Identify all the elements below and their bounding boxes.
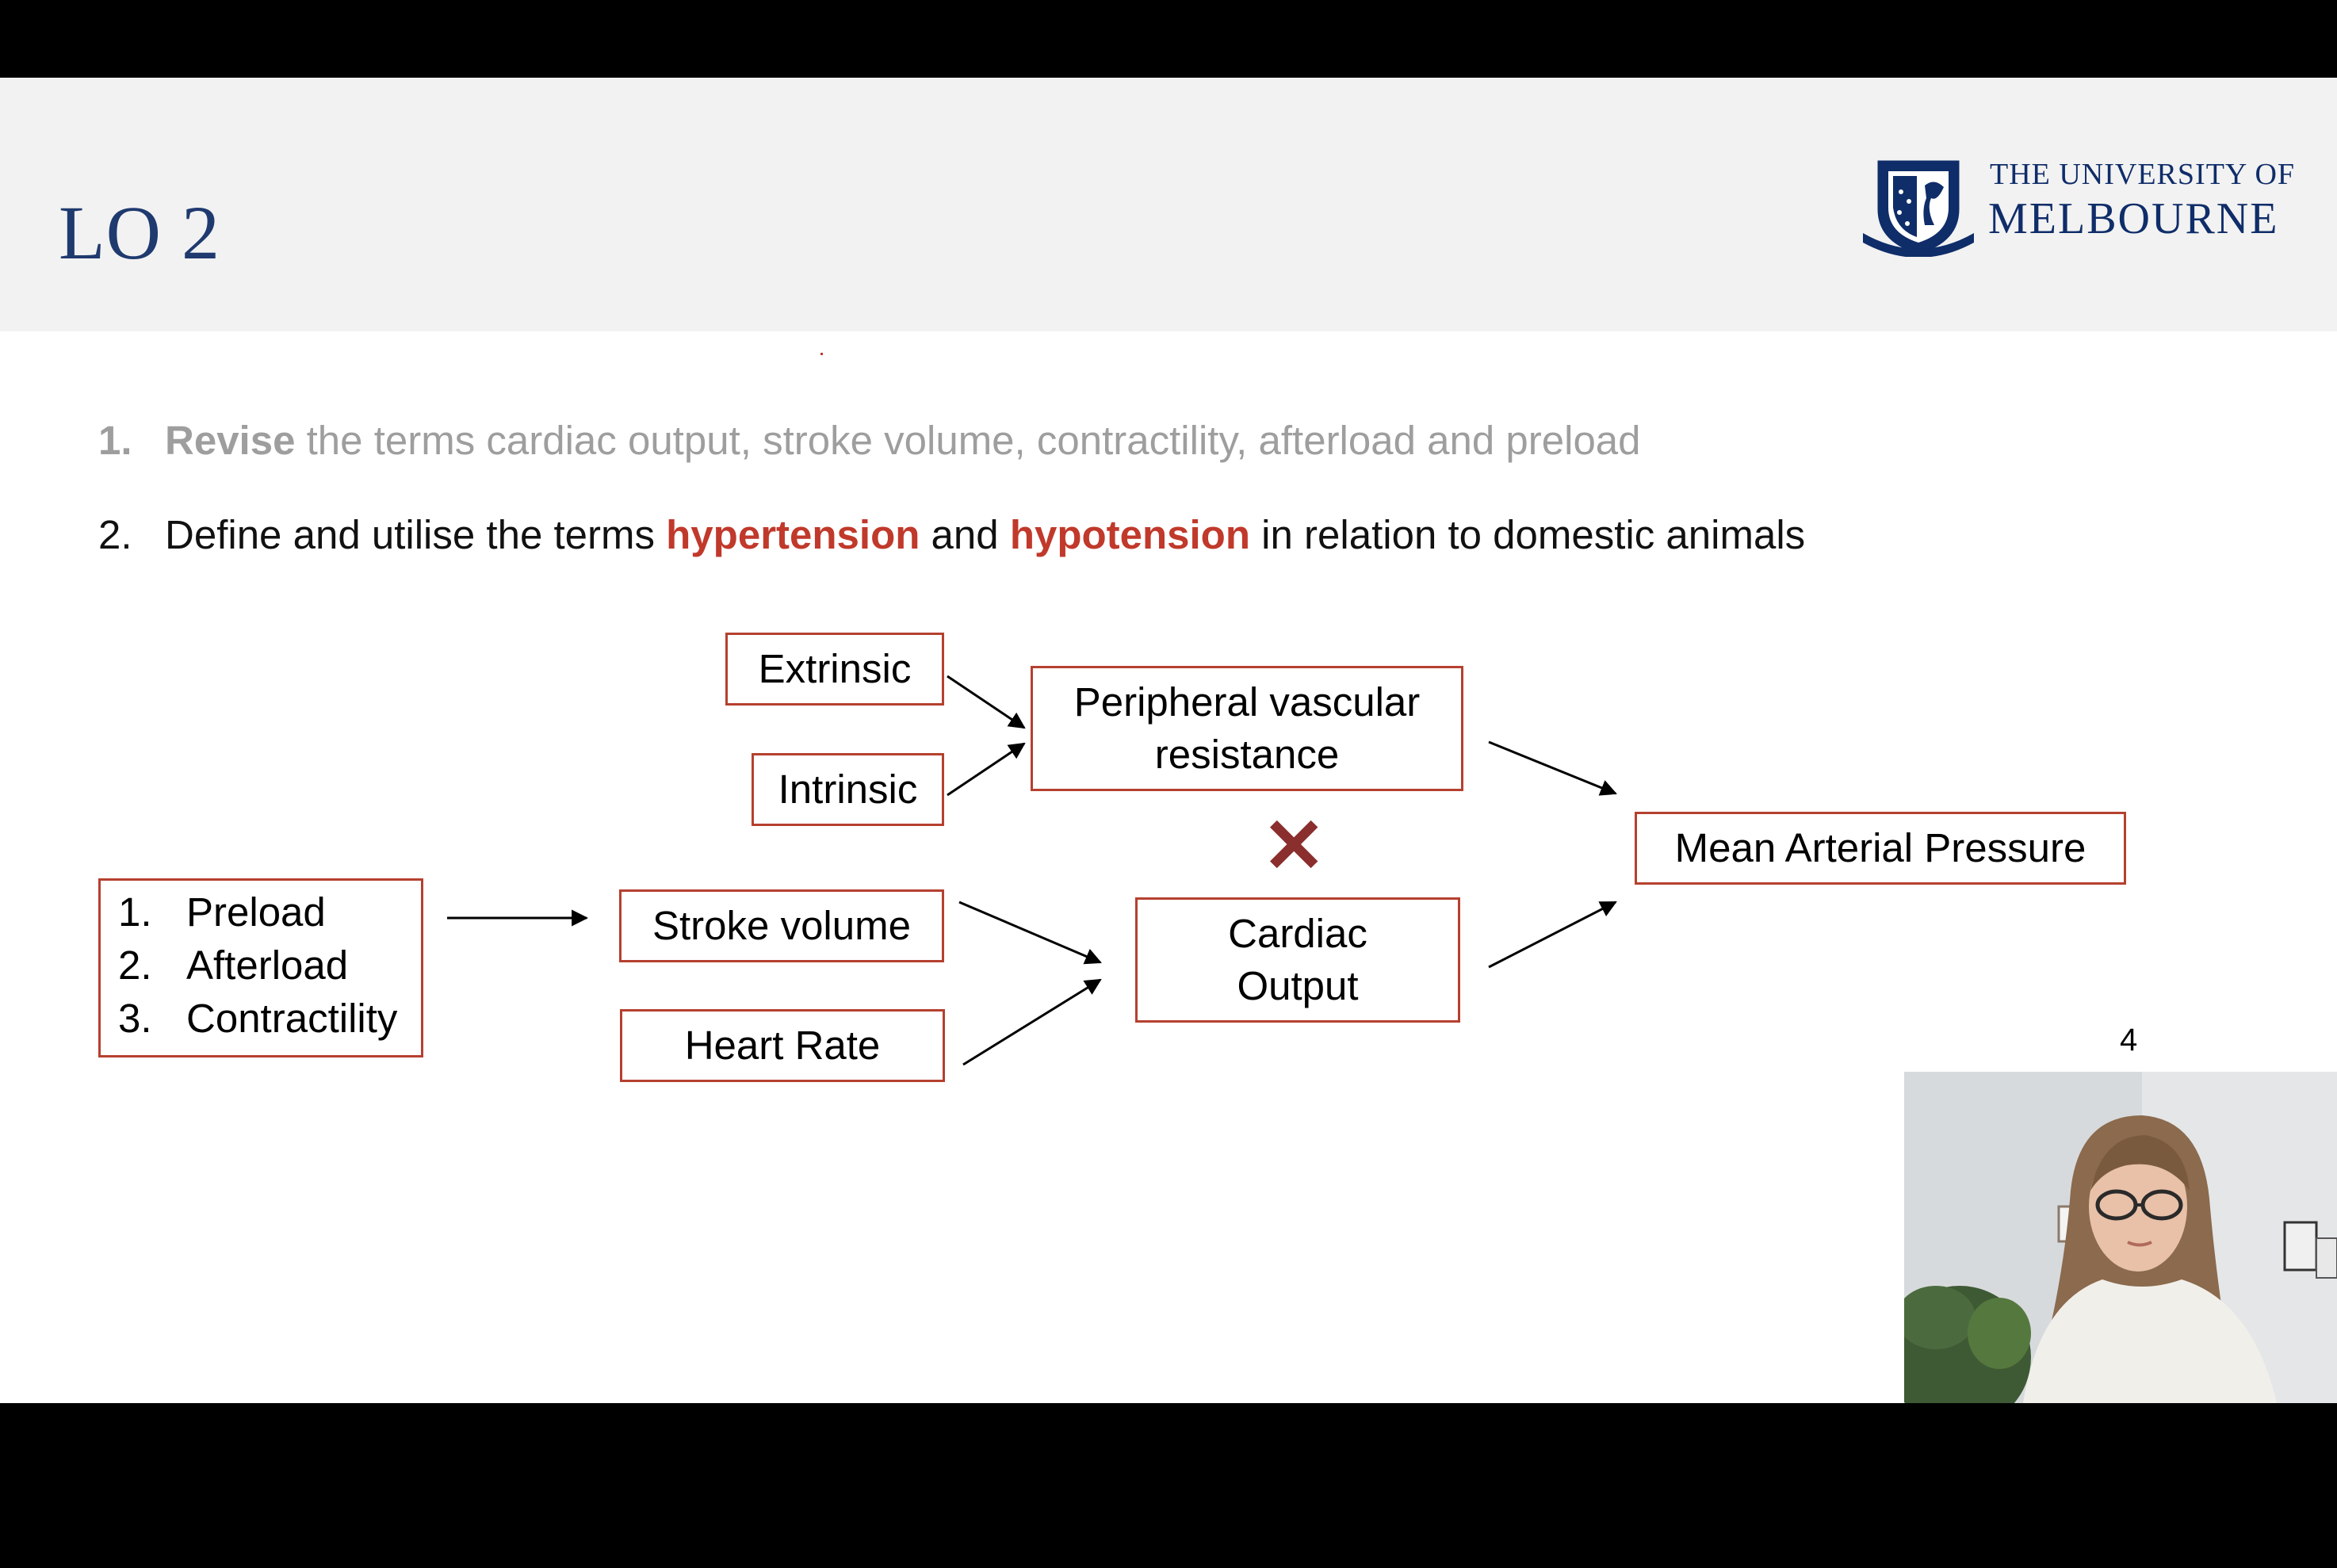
mean-arterial-pressure-box: Mean Arterial Pressure [1635,812,2126,885]
intrinsic-box: Intrinsic [752,753,944,826]
list-item: 2. Afterload [118,942,348,989]
list-item: 3. Contractility [118,995,397,1042]
diagram-arrows [447,675,1617,1066]
arrow-co-map [1488,901,1617,969]
list-item-label: Afterload [186,943,349,988]
slide-header: LO 2 THE UNIVERSITY OF MELBOURNE [0,78,2337,331]
cardiac-output-box: Cardiac Output [1135,897,1460,1023]
list-item-label: Contractility [186,996,398,1041]
objective-1-verb: Revise [165,418,296,463]
objective-2-text: Define and utilise the terms hypertensio… [165,511,1805,558]
determinants-list-box: 1. Preload 2. Afterload 3. Contractility [98,878,423,1057]
bottom-letterbox [0,1403,2337,1568]
objective-1-number: 1. [98,418,132,463]
list-item: 1. Preload [118,889,326,935]
arrow-pvr-map [1488,740,1617,796]
pvr-line-2: resistance [1154,732,1340,777]
heart-rate-box: Heart Rate [620,1009,945,1082]
slide-page-number: 4 [2120,1023,2138,1057]
logo-line-2: MELBOURNE [1988,194,2279,243]
list-item-number: 2. [118,943,152,988]
arrow-extrinsic-pvr [947,675,1026,729]
university-logo: THE UNIVERSITY OF MELBOURNE [1855,154,2294,265]
co-line-2: Output [1237,963,1359,1008]
list-item-label: Preload [186,889,326,935]
top-letterbox [0,0,2337,78]
extrinsic-box: Extrinsic [725,633,944,706]
objective-2-post: in relation to domestic animals [1250,512,1806,557]
term-hypertension: hypertension [666,512,920,557]
term-hypotension: hypotension [1009,512,1250,557]
logo-line-1: THE UNIVERSITY OF [1990,158,2296,191]
presentation-slide: LO 2 THE UNIVERSITY OF MELBOURNE 1. Revi… [0,78,2337,1403]
objective-1-text: Revise the terms cardiac output, stroke … [165,417,1641,464]
stroke-volume-box: Stroke volume [619,889,944,962]
objective-1-rest: the terms cardiac output, stroke volume,… [295,418,1641,463]
presenter-video [1904,1072,2337,1403]
crest-icon [1863,160,1974,257]
arrow-intrinsic-pvr [947,742,1026,797]
multiply-icon: ✕ [1262,804,1326,889]
objective-2-number: 2. [98,512,132,557]
objective-2-pre: Define and utilise the terms [165,512,667,557]
peripheral-vascular-resistance-box: Peripheral vascular resistance [1031,666,1463,791]
presenter-video-frame [1904,1072,2337,1403]
arrow-hr-co [962,978,1102,1066]
list-item-number: 1. [118,889,152,935]
co-line-1: Cardiac [1228,910,1367,956]
objective-2-mid: and [920,512,1010,557]
arrow-sv-co [958,901,1102,965]
pvr-line-1: Peripheral vascular [1073,679,1421,725]
slide-title: LO 2 [59,190,220,275]
stray-mark [820,353,823,355]
list-item-number: 3. [118,996,152,1041]
